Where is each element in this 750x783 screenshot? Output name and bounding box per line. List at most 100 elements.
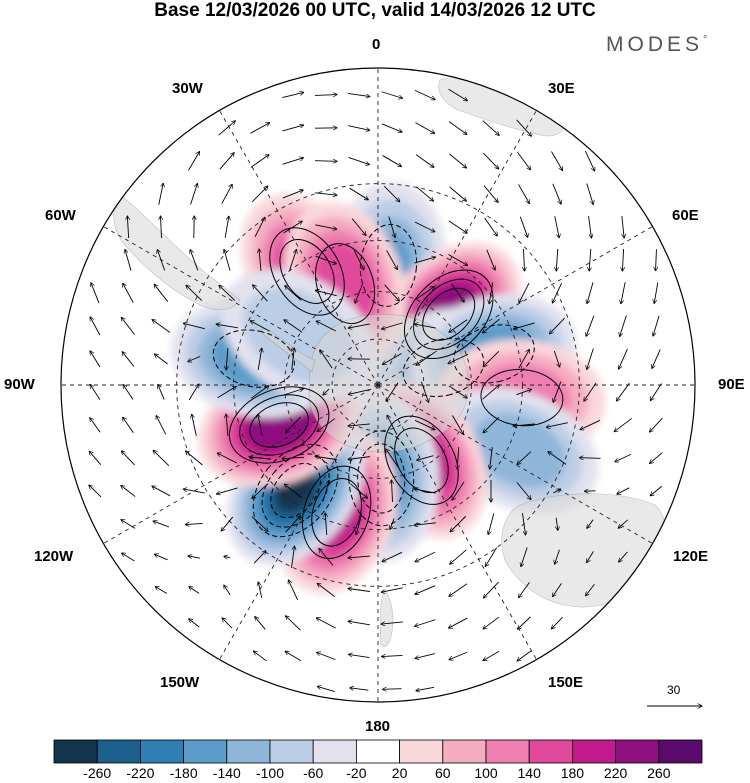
wind-arrow: [417, 455, 434, 461]
wind-arrow: [588, 216, 592, 238]
wind-arrow: [383, 689, 402, 690]
wind-arrow: [285, 651, 302, 662]
wind-arrow: [282, 457, 305, 458]
wind-arrow: [650, 485, 663, 495]
wind-arrow: [157, 250, 166, 271]
wind-arrow: [251, 516, 268, 532]
wind-arrow: [415, 122, 434, 134]
wind-arrow: [382, 551, 403, 561]
wind-arrow: [449, 319, 468, 332]
wind-arrow: [381, 123, 402, 132]
wind-arrow: [546, 422, 568, 428]
wind-arrow: [216, 324, 238, 329]
wind-arrow: [587, 519, 594, 529]
wind-arrow: [284, 484, 302, 499]
wind-arrow: [615, 453, 632, 462]
colorbar-swatch: [442, 739, 487, 764]
wind-arrow: [125, 249, 132, 271]
wind-arrow: [288, 580, 299, 601]
colorbar-tick-label: -60: [303, 765, 324, 781]
wind-arrow: [323, 388, 330, 395]
wind-arrow: [382, 353, 402, 364]
meridian-line: [377, 108, 539, 386]
wind-arrow: [517, 151, 530, 170]
contour-line: [422, 287, 476, 341]
wind-arrow: [285, 416, 301, 433]
wind-arrow: [486, 249, 495, 270]
wind-arrow: [317, 686, 335, 692]
wind-arrow: [448, 385, 467, 398]
latitude-circle: [331, 338, 425, 432]
wind-arrow: [257, 348, 262, 370]
wind-arrow: [549, 317, 565, 334]
colorbar-tick-label: 180: [560, 765, 585, 781]
contour-line: [413, 278, 485, 350]
wind-arrow: [356, 513, 363, 534]
wind-arrow: [654, 282, 659, 304]
wind-arrow: [553, 489, 560, 494]
wind-arrow: [620, 315, 627, 337]
label-120w: 120W: [34, 548, 74, 565]
wind-arrow: [121, 485, 136, 497]
wind-arrow: [580, 458, 601, 459]
wind-arrow: [350, 483, 368, 498]
wind-arrow: [449, 583, 468, 597]
wind-arrow: [384, 284, 400, 301]
wind-arrow: [221, 184, 232, 204]
wind-arrow: [319, 549, 334, 566]
wind-arrow: [552, 282, 563, 303]
wind-arrow: [314, 161, 337, 162]
wind-arrow: [121, 317, 136, 335]
contour-line: [212, 329, 295, 388]
wind-arrow: [414, 489, 436, 494]
wind-arrow: [259, 249, 261, 271]
wind-arrow: [250, 321, 270, 332]
wind-arrow: [483, 152, 498, 169]
wind-arrow: [554, 216, 559, 238]
wind-arrow: [348, 323, 370, 328]
wind-arrow: [348, 125, 370, 131]
contour-line: [261, 453, 330, 528]
colorbar-swatch: [312, 739, 357, 764]
map-title: Base 12/03/2026 00 UTC, valid 14/03/2026…: [154, 0, 596, 21]
south-america: [113, 194, 241, 310]
wind-arrow: [448, 121, 467, 135]
wind-arrow: [414, 257, 435, 264]
wind-arrow: [386, 449, 399, 468]
wind-arrow: [90, 317, 101, 336]
wind-arrow: [489, 282, 494, 304]
wind-arrow: [449, 651, 468, 659]
wind-arrow: [457, 446, 458, 469]
wind-arrow: [186, 285, 203, 301]
contour-line: [269, 227, 345, 316]
wind-arrow: [523, 248, 524, 271]
wind-arrow: [621, 282, 626, 304]
wind-arrow: [348, 456, 370, 460]
wind-arrow: [316, 321, 336, 332]
wind-arrow: [188, 152, 199, 171]
wind-reference-label: 30: [667, 683, 681, 697]
wind-arrow: [355, 282, 364, 303]
wind-arrow: [519, 582, 530, 597]
wind-arrow: [121, 520, 136, 529]
wind-arrow: [586, 315, 595, 337]
wind-arrow: [584, 382, 597, 401]
wind-arrow: [217, 453, 238, 464]
wind-arrow: [122, 553, 135, 562]
wind-arrow: [483, 185, 498, 203]
wind-arrow: [285, 286, 302, 301]
meridian-line: [377, 384, 655, 546]
antarctica: [308, 313, 469, 453]
wind-arrow: [414, 324, 436, 329]
wind-arrow: [619, 551, 628, 562]
colorbar-tick-label: -260: [83, 765, 112, 781]
wind-arrow: [325, 513, 326, 536]
brand-text: MODES: [606, 33, 704, 56]
wind-arrow: [224, 249, 231, 271]
wind-arrow: [381, 322, 403, 329]
wind-arrow: [587, 551, 594, 562]
wind-arrow: [482, 385, 500, 400]
wind-arrow: [619, 348, 628, 369]
contour-set-3: [453, 324, 535, 384]
wind-arrow: [289, 250, 297, 271]
